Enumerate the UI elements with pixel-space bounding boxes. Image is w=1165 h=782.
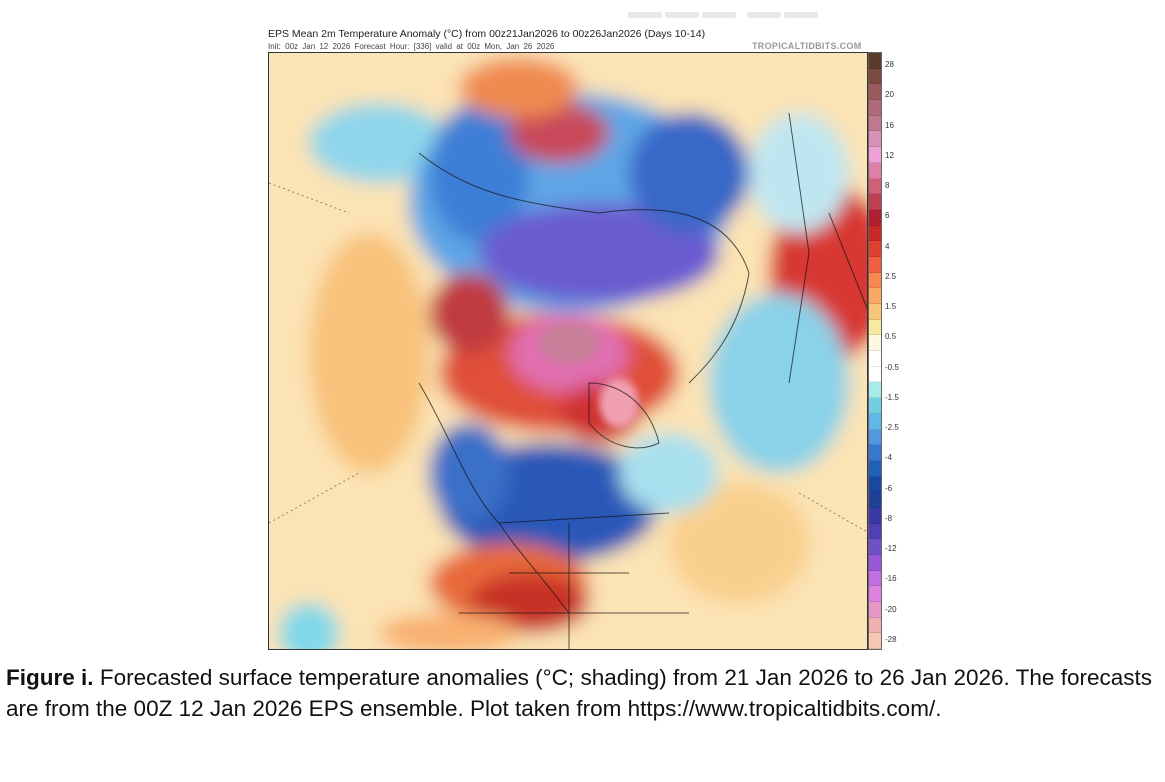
colorbar-swatch [869,413,881,430]
colorbar-swatch [869,84,881,101]
colorbar-swatch [869,476,881,493]
colorbar-swatch [869,131,881,148]
colorbar-swatch [869,398,881,414]
colorbar-tick-label: -16 [885,574,897,584]
colorbar-swatch [869,507,881,524]
colorbar-tick-label: -4 [885,453,893,463]
colorbar-tick-label: 0.5 [885,332,897,342]
colorbar-tick-label: 20 [885,90,894,100]
colorbar-labels: 28 20 16 12 8 6 4 2.5 1.5 0.5 -0.5 -1.5 -2.5 -4 -6 -8 -1… [885,60,899,644]
colorbar-tick-label: 2.5 [885,271,897,281]
colorbar-tick-label: -1.5 [885,392,899,402]
toolbar-button[interactable] [702,12,736,18]
toolbar-button[interactable] [628,12,662,18]
colorbar-swatch [869,272,881,289]
colorbar-tick-label: 4 [885,241,890,251]
colorbar-swatch [869,115,881,132]
colorbar-swatch [869,602,881,618]
colorbar-tick-label: -12 [885,544,897,553]
colorbar-swatch [869,570,881,587]
colorbar-tick-label: 8 [885,181,890,190]
figure-caption: Figure i. Forecasted surface temperature… [6,662,1152,724]
colorbar-swatch [869,241,881,257]
colorbar-swatch [869,209,881,226]
colorbar-tick-label: 16 [885,120,894,130]
toolbar-button[interactable] [665,12,699,18]
colorbar-tick-label: -28 [885,634,897,644]
colorbar-swatch [869,256,881,273]
colorbar-tick-label: 28 [885,60,894,69]
colorbar-tick-label: -8 [885,513,893,523]
map-subtitle: Init: 00z Jan 12 2026 Forecast Hour: [33… [268,42,555,51]
colorbar-swatch [869,351,881,367]
colorbar-tick-label: 1.5 [885,302,897,311]
colorbar-swatch [869,288,881,304]
colorbar-swatch [869,162,881,179]
colorbar-tick-label: -6 [885,483,893,493]
colorbar-swatch [869,304,881,320]
caption-text: Forecasted surface temperature anomalies… [6,665,1152,721]
colorbar-tick-label: -2.5 [885,423,899,432]
colorbar-swatch [869,633,881,650]
brand-watermark: TROPICALTIDBITS.COM [752,41,862,51]
colorbar-swatch [869,366,881,383]
map-title: EPS Mean 2m Temperature Anomaly (°C) fro… [268,28,706,40]
colorbar-swatch [869,147,881,163]
colorbar-swatch [869,100,881,116]
temperature-anomaly-map [268,52,868,650]
colorbar-swatch [869,586,881,603]
colorbar-swatch [869,492,881,508]
colorbar-tick-label: 12 [885,150,894,160]
caption-label: Figure i. [6,665,94,690]
colorbar-swatch [869,225,881,242]
colorbar-swatch [869,194,881,210]
colorbar-tick-label: 6 [885,211,890,221]
toolbar-buttons [628,12,818,18]
toolbar-button[interactable] [784,12,818,18]
colorbar-swatch [869,319,881,336]
colorbar-tick-label: -0.5 [885,362,899,372]
colorbar-swatch [869,445,881,461]
colorbar-swatch [869,523,881,540]
colorbar-swatch [869,429,881,446]
colorbar [868,52,882,650]
colorbar-swatch [869,178,881,195]
colorbar-swatch [869,539,881,555]
colorbar-swatch [869,382,881,399]
colorbar-swatch [869,335,881,352]
toolbar-button[interactable] [747,12,781,18]
colorbar-tick-label: -20 [885,604,897,614]
colorbar-swatch [869,460,881,477]
colorbar-swatch [869,68,881,85]
colorbar-swatch [869,53,881,69]
colorbar-swatch [869,555,881,571]
colorbar-swatch [869,617,881,634]
